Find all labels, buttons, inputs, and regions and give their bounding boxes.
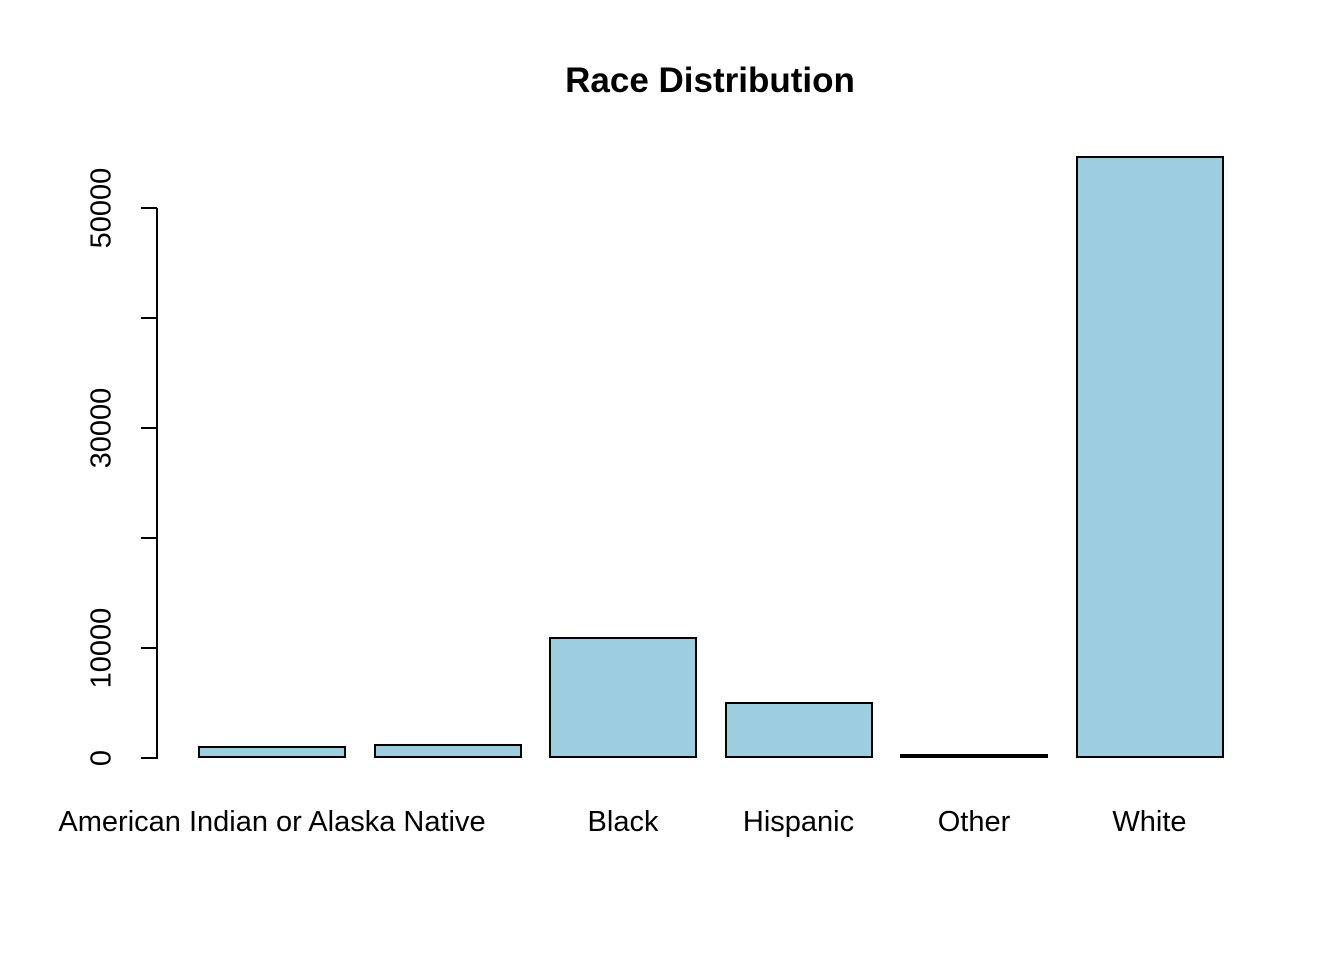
- chart-title: Race Distribution: [565, 61, 855, 100]
- bar: [198, 745, 346, 758]
- bar: [900, 754, 1048, 758]
- y-axis-tick: [141, 317, 157, 319]
- y-tick-label: 0: [85, 749, 118, 767]
- y-axis-tick: [141, 647, 157, 649]
- y-axis-line: [156, 208, 158, 759]
- bar: [1075, 156, 1224, 758]
- y-axis-tick: [141, 757, 157, 759]
- x-tick-label: White: [1112, 806, 1187, 838]
- y-axis-tick: [141, 537, 157, 539]
- bar: [549, 637, 697, 758]
- x-tick-label: Other: [937, 806, 1011, 838]
- bar: [373, 744, 522, 758]
- x-tick-label: Hispanic: [742, 806, 855, 838]
- y-axis-tick: [141, 207, 157, 209]
- x-tick-label: Black: [587, 806, 659, 838]
- y-axis-tick: [141, 427, 157, 429]
- bar: [724, 701, 873, 758]
- x-tick-label: American Indian or Alaska Native: [58, 806, 486, 838]
- y-tick-label: 50000: [85, 167, 118, 249]
- y-tick-label: 10000: [85, 607, 118, 689]
- y-tick-label: 30000: [85, 387, 118, 469]
